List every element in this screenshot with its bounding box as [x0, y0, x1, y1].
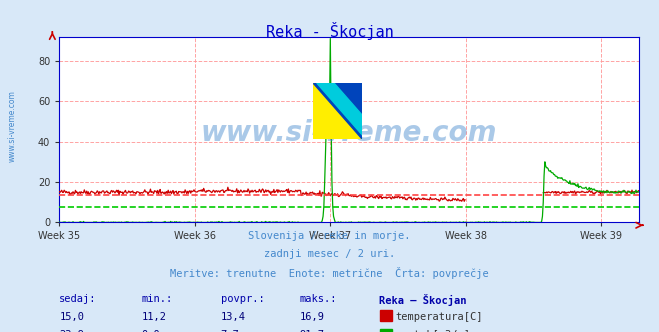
Polygon shape: [313, 83, 362, 139]
Text: 23,9: 23,9: [59, 330, 84, 332]
Text: temperatura[C]: temperatura[C]: [395, 312, 483, 322]
Polygon shape: [313, 83, 362, 139]
Text: 16,9: 16,9: [300, 312, 325, 322]
Polygon shape: [317, 83, 362, 135]
Text: 0,0: 0,0: [142, 330, 160, 332]
Bar: [380, 329, 392, 332]
Text: 11,2: 11,2: [142, 312, 167, 322]
Text: 7,7: 7,7: [221, 330, 239, 332]
Text: maks.:: maks.:: [300, 294, 337, 304]
Text: Reka - Škocjan: Reka - Škocjan: [266, 22, 393, 40]
Text: www.si-vreme.com: www.si-vreme.com: [201, 119, 498, 147]
Text: povpr.:: povpr.:: [221, 294, 264, 304]
Text: sedaj:: sedaj:: [59, 294, 97, 304]
Text: min.:: min.:: [142, 294, 173, 304]
Bar: [380, 310, 392, 321]
Text: Slovenija / reke in morje.: Slovenija / reke in morje.: [248, 231, 411, 241]
Text: pretok[m3/s]: pretok[m3/s]: [395, 330, 471, 332]
Text: 15,0: 15,0: [59, 312, 84, 322]
Text: Reka – Škocjan: Reka – Škocjan: [379, 294, 467, 306]
Text: 91,7: 91,7: [300, 330, 325, 332]
Text: 13,4: 13,4: [221, 312, 246, 322]
Text: Meritve: trenutne  Enote: metrične  Črta: povprečje: Meritve: trenutne Enote: metrične Črta: …: [170, 267, 489, 279]
Text: www.si-vreme.com: www.si-vreme.com: [8, 90, 17, 162]
Text: zadnji mesec / 2 uri.: zadnji mesec / 2 uri.: [264, 249, 395, 259]
